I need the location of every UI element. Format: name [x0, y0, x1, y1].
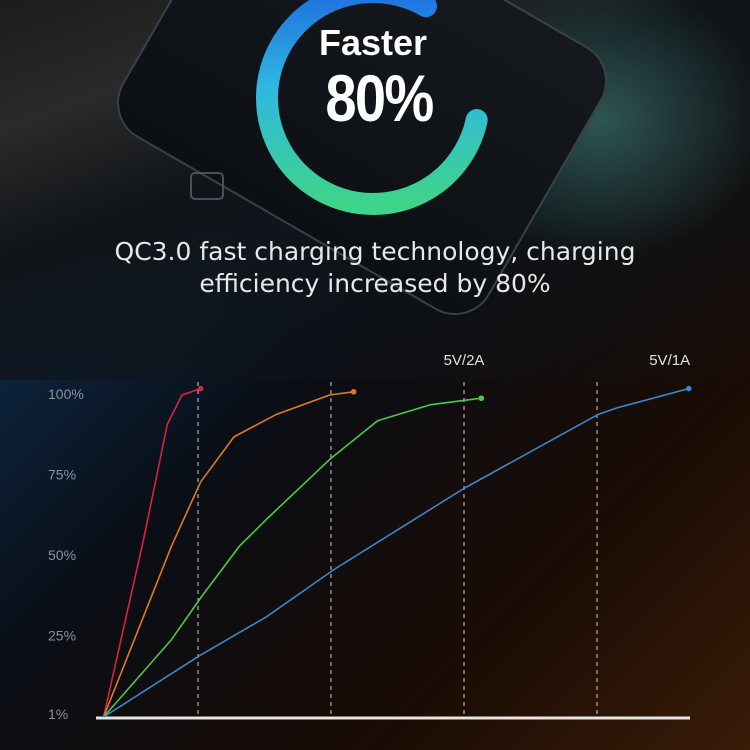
y-tick-label: 75%: [48, 467, 76, 483]
series-line-1: [102, 390, 354, 718]
subtitle: QC3.0 fast charging technology, charging…: [0, 236, 750, 300]
subtitle-line2: efficiency increased by 80%: [199, 269, 551, 298]
y-tick-label: 100%: [48, 386, 84, 402]
y-tick-label: 50%: [48, 547, 76, 563]
series-line-2: [102, 397, 482, 718]
progress-ring: [256, 0, 488, 215]
headline-faster: Faster: [318, 22, 428, 63]
series-line-3: [103, 387, 689, 718]
subtitle-line1: QC3.0 fast charging technology, charging: [114, 237, 636, 266]
y-tick-label: 1%: [48, 706, 68, 722]
series-label: 5V/2A: [444, 352, 485, 369]
camera-icon: [190, 172, 224, 200]
y-tick-label: 25%: [48, 628, 76, 644]
series-end-point-2: [478, 395, 485, 402]
series-end-point-0: [197, 385, 204, 392]
series-label: 5V/1A: [649, 352, 690, 369]
series-end-point-3: [685, 385, 692, 392]
series-line-0: [102, 387, 201, 718]
series-end-point-1: [350, 388, 357, 395]
headline-percent: 80%: [325, 61, 434, 135]
